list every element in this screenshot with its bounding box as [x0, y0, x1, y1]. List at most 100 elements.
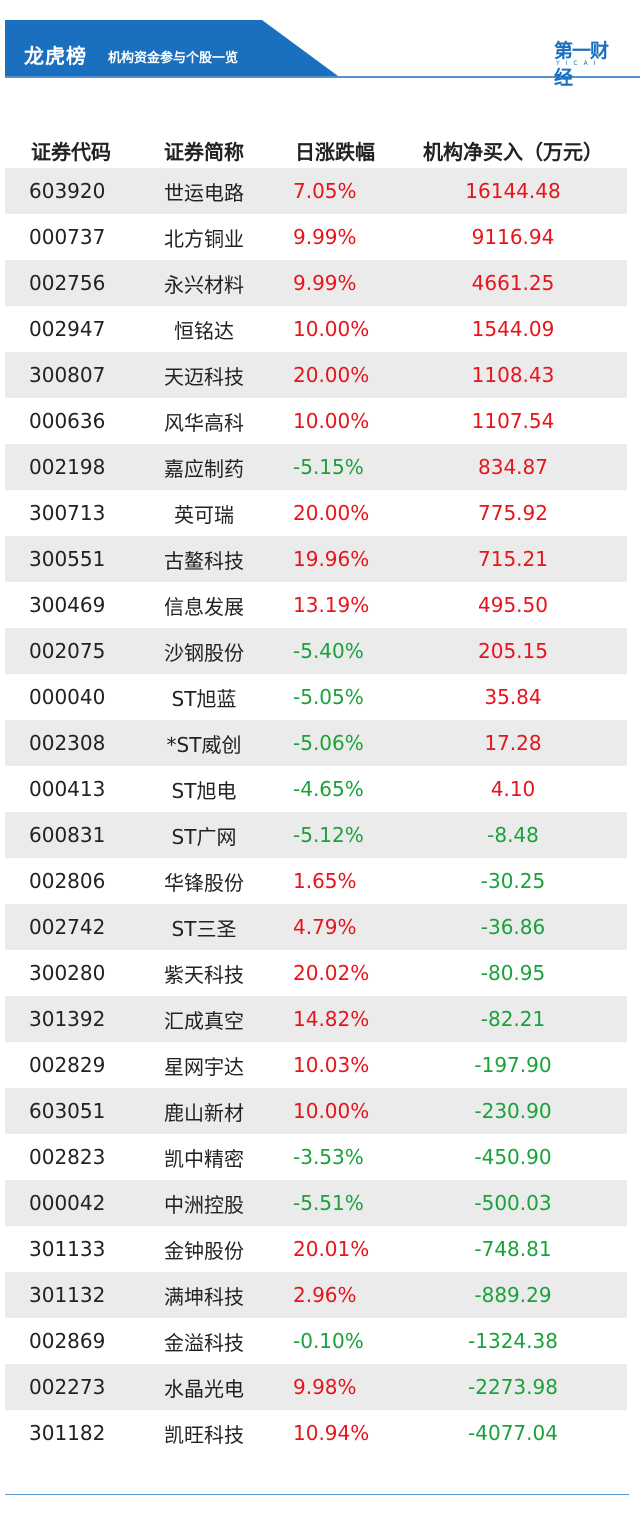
- table-row: 301392 汇成真空 14.82% -82.21: [5, 996, 627, 1042]
- stock-code: 301133: [29, 1237, 106, 1261]
- table-row: 002869 金溢科技 -0.10% -1324.38: [5, 1318, 627, 1364]
- table-row: 002198 嘉应制药 -5.15% 834.87: [5, 444, 627, 490]
- stock-name: 凯旺科技: [164, 1422, 244, 1447]
- stock-name: 恒铭达: [174, 318, 234, 343]
- institution-net-buy: 205.15: [399, 628, 627, 674]
- institution-net-buy: 715.21: [399, 536, 627, 582]
- stock-code: 300280: [29, 961, 106, 985]
- daily-change: 1.65%: [293, 869, 357, 893]
- stock-code: 002308: [5, 720, 137, 766]
- stock-name: 凯中精密: [164, 1146, 244, 1171]
- institution-net-buy: 834.87: [399, 444, 627, 490]
- institution-net-buy: 1107.54: [471, 409, 555, 433]
- stock-name: 汇成真空: [137, 996, 271, 1042]
- daily-change: 2.96%: [271, 1272, 399, 1318]
- institution-net-buy: -4077.04: [468, 1421, 558, 1445]
- daily-change: 10.00%: [271, 1088, 399, 1134]
- daily-change: 4.79%: [271, 904, 399, 950]
- col-header-name: 证券简称: [164, 139, 244, 164]
- table-row: 002823 凯中精密 -3.53% -450.90: [5, 1134, 627, 1180]
- daily-change: 13.19%: [293, 593, 370, 617]
- table-body: 603920 世运电路 7.05% 16144.48 000737 北方铜业 9.99% 91…: [5, 168, 627, 1456]
- logo-text: 第一财经: [554, 40, 609, 89]
- daily-change: -5.15%: [271, 444, 399, 490]
- daily-change: -3.53%: [293, 1145, 364, 1169]
- daily-change: 20.01%: [293, 1237, 370, 1261]
- institution-net-buy: -82.21: [399, 996, 627, 1042]
- page-title: 龙虎榜: [24, 44, 87, 68]
- institution-net-buy: 495.50: [478, 593, 548, 617]
- stock-code: 002075: [5, 628, 137, 674]
- daily-change: -5.05%: [293, 685, 364, 709]
- stock-name: 紫天科技: [164, 962, 244, 987]
- stock-name: *ST威创: [137, 720, 271, 766]
- stock-code: 002829: [29, 1053, 106, 1077]
- table-row: 002806 华锋股份 1.65% -30.25: [5, 858, 627, 904]
- daily-change: 14.82%: [271, 996, 399, 1042]
- stock-name: 鹿山新材: [137, 1088, 271, 1134]
- col-header-net-buy: 机构净买入（万元）: [423, 139, 603, 164]
- table-row: 300551 古鳌科技 19.96% 715.21: [5, 536, 627, 582]
- stock-code: 002823: [29, 1145, 106, 1169]
- stock-code: 002273: [5, 1364, 137, 1410]
- daily-change: 20.00%: [293, 501, 370, 525]
- stock-code: 300551: [5, 536, 137, 582]
- stock-name: 满坤科技: [137, 1272, 271, 1318]
- institution-net-buy: 4661.25: [399, 260, 627, 306]
- daily-change: 19.96%: [271, 536, 399, 582]
- table-row: 301133 金钟股份 20.01% -748.81: [5, 1226, 627, 1272]
- table-row: 002273 水晶光电 9.98% -2273.98: [5, 1364, 627, 1410]
- stock-name: 信息发展: [164, 594, 244, 619]
- page-subtitle: 机构资金参与个股一览: [108, 51, 239, 66]
- institution-net-buy: -230.90: [399, 1088, 627, 1134]
- col-header-code: 证券代码: [31, 139, 111, 164]
- table-row: 300469 信息发展 13.19% 495.50: [5, 582, 627, 628]
- table-row: 002308 *ST威创 -5.06% 17.28: [5, 720, 627, 766]
- yicai-logo: 第一财经 YICAI: [554, 36, 624, 89]
- stock-name: 古鳌科技: [137, 536, 271, 582]
- stock-code: 002806: [29, 869, 106, 893]
- header-banner: 龙虎榜 机构资金参与个股一览 第一财经 YICAI: [0, 0, 640, 89]
- stock-code: 603920: [5, 168, 137, 214]
- table-row: 002075 沙钢股份 -5.40% 205.15: [5, 628, 627, 674]
- institution-net-buy: 16144.48: [399, 168, 627, 214]
- stock-name: ST旭蓝: [171, 686, 237, 711]
- stock-name: ST广网: [137, 812, 271, 858]
- table-row: 000636 风华高科 10.00% 1107.54: [5, 398, 627, 444]
- table-row: 002756 永兴材料 9.99% 4661.25: [5, 260, 627, 306]
- institution-trading-table: 证券代码 证券简称 日涨跌幅 机构净买入（万元） 603920 世运电路 7.05%…: [5, 132, 627, 1456]
- stock-name: 中洲控股: [137, 1180, 271, 1226]
- stock-code: 301132: [5, 1272, 137, 1318]
- institution-net-buy: -2273.98: [399, 1364, 627, 1410]
- stock-code: 002756: [5, 260, 137, 306]
- daily-change: -5.06%: [271, 720, 399, 766]
- daily-change: 9.98%: [271, 1364, 399, 1410]
- stock-name: ST三圣: [137, 904, 271, 950]
- stock-name: 星网宇达: [164, 1054, 244, 1079]
- daily-change: 10.94%: [293, 1421, 370, 1445]
- stock-name: 水晶光电: [137, 1364, 271, 1410]
- stock-name: 永兴材料: [137, 260, 271, 306]
- table-row: 600831 ST广网 -5.12% -8.48: [5, 812, 627, 858]
- table-row: 300807 天迈科技 20.00% 1108.43: [5, 352, 627, 398]
- table-row: 301182 凯旺科技 10.94% -4077.04: [5, 1410, 627, 1456]
- daily-change: 10.00%: [293, 409, 370, 433]
- stock-code: 301392: [5, 996, 137, 1042]
- stock-code: 002198: [5, 444, 137, 490]
- table-row: 000413 ST旭电 -4.65% 4.10: [5, 766, 627, 812]
- daily-change: -0.10%: [293, 1329, 364, 1353]
- daily-change: 9.99%: [271, 260, 399, 306]
- institution-net-buy: -80.95: [480, 961, 546, 985]
- stock-code: 000042: [5, 1180, 137, 1226]
- stock-code: 300469: [29, 593, 106, 617]
- stock-name: 嘉应制药: [137, 444, 271, 490]
- table-row: 002947 恒铭达 10.00% 1544.09: [5, 306, 627, 352]
- daily-change: 7.05%: [271, 168, 399, 214]
- daily-change: 10.03%: [293, 1053, 370, 1077]
- stock-code: 300713: [29, 501, 106, 525]
- stock-code: 002869: [29, 1329, 106, 1353]
- stock-name: 北方铜业: [164, 226, 244, 251]
- daily-change: -5.51%: [271, 1180, 399, 1226]
- stock-code: 002947: [29, 317, 106, 341]
- table-row: 300280 紫天科技 20.02% -80.95: [5, 950, 627, 996]
